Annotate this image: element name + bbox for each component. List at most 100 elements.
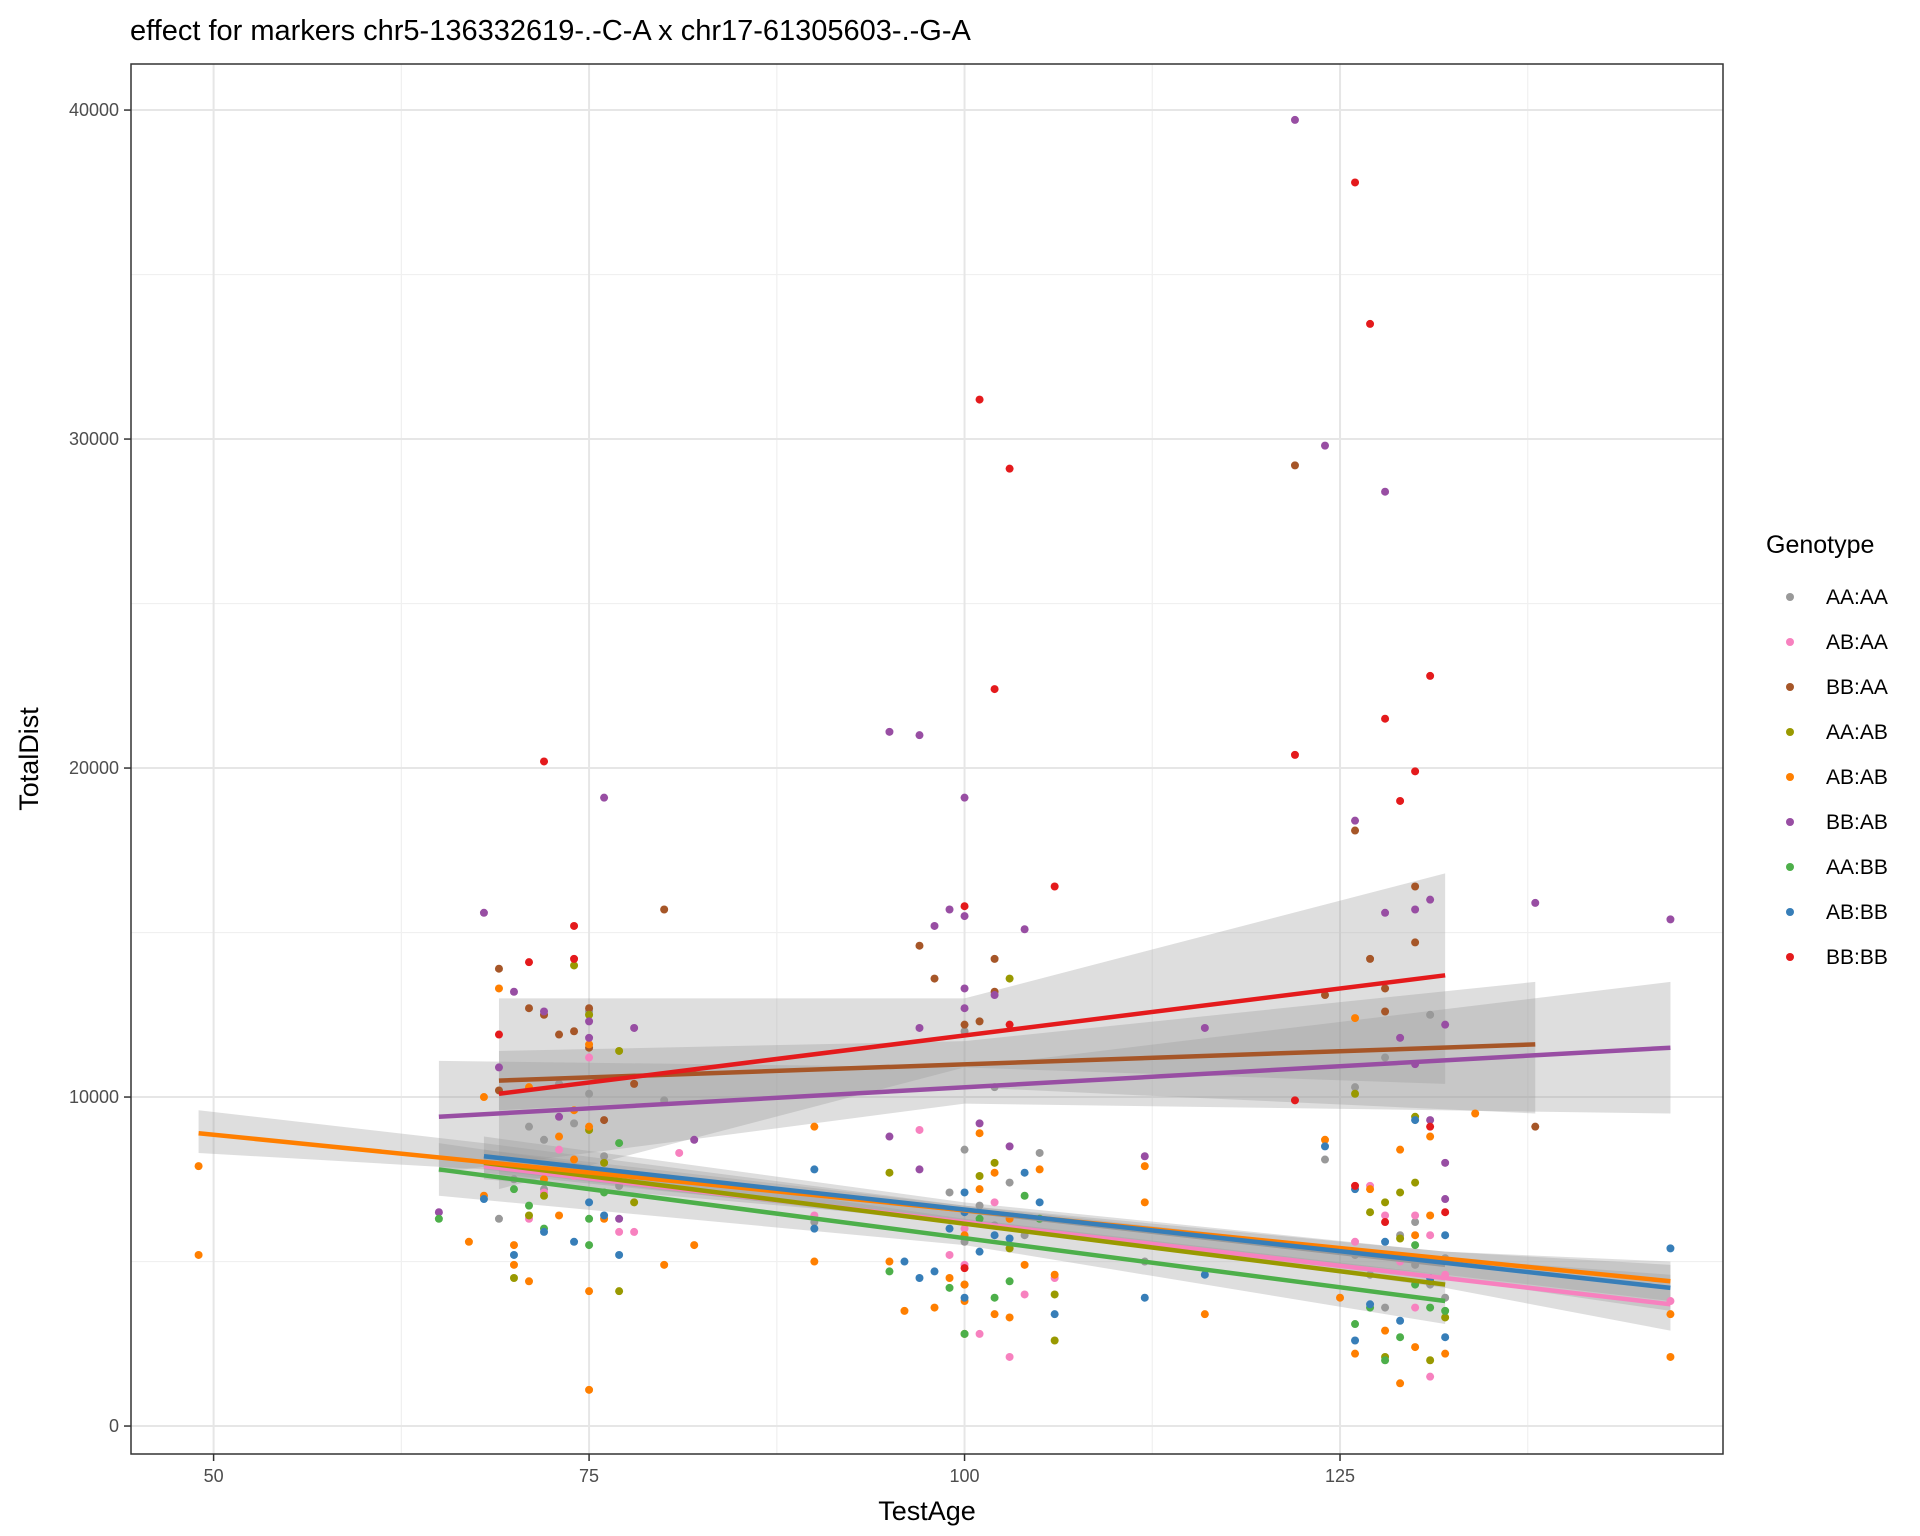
data-point — [585, 1017, 594, 1026]
confidence-band — [498, 981, 1536, 1114]
data-point — [945, 1188, 954, 1197]
data-point — [1351, 816, 1360, 825]
chart-title: effect for markers chr5-136332619-.-C-A … — [130, 15, 972, 47]
data-point — [990, 1293, 999, 1302]
data-point — [1366, 1185, 1375, 1194]
data-point — [585, 1198, 594, 1207]
data-point — [885, 1132, 894, 1141]
data-point — [540, 757, 549, 766]
legend-label: BB:AB — [1826, 811, 1888, 834]
data-point — [930, 921, 939, 930]
data-point — [479, 1195, 488, 1204]
data-point — [1411, 1116, 1420, 1125]
data-point — [810, 1122, 819, 1131]
data-point — [1426, 1372, 1435, 1381]
data-point — [1050, 1310, 1059, 1319]
data-point — [960, 1145, 969, 1154]
legend-key — [1786, 683, 1794, 691]
data-point — [975, 1172, 984, 1180]
data-point — [690, 1135, 699, 1144]
data-point — [1411, 1343, 1420, 1352]
data-point — [1426, 1132, 1435, 1141]
data-point — [975, 1119, 984, 1128]
data-point — [615, 1139, 624, 1148]
data-point — [1005, 1313, 1014, 1322]
data-point — [960, 902, 969, 911]
data-point — [615, 1227, 624, 1236]
data-point — [1441, 1333, 1450, 1342]
regression-line — [438, 1167, 1446, 1304]
data-point — [960, 793, 969, 802]
data-point — [960, 1188, 969, 1197]
data-point — [960, 1280, 969, 1289]
data-point — [1020, 1260, 1029, 1269]
data-point — [615, 1046, 624, 1055]
data-point — [1351, 1089, 1360, 1098]
data-point — [585, 1004, 594, 1013]
data-point — [945, 1283, 954, 1292]
data-point — [1381, 908, 1390, 917]
legend-label: AA:AA — [1826, 586, 1888, 609]
data-point — [1666, 1310, 1675, 1319]
data-point — [540, 1007, 549, 1016]
data-point — [975, 1329, 984, 1338]
data-point — [1351, 1349, 1360, 1358]
data-point — [990, 1231, 999, 1240]
data-point — [1411, 905, 1420, 914]
data-point — [900, 1257, 909, 1266]
data-point — [1396, 1316, 1405, 1325]
x-tick-label: 100 — [950, 1466, 980, 1486]
legend: Genotype AA:AA AB:AA BB:AA AA:AB AB:AB BB:AB A… — [1766, 531, 1888, 969]
data-point — [1381, 1303, 1390, 1312]
data-point — [1351, 1237, 1360, 1246]
data-point — [525, 1201, 533, 1210]
data-point — [525, 1004, 533, 1013]
data-point — [915, 1023, 924, 1032]
data-point — [570, 921, 579, 930]
data-point — [540, 1135, 549, 1144]
data-point — [1441, 1313, 1450, 1322]
data-point — [960, 984, 969, 993]
data-point — [1200, 1023, 1209, 1032]
data-point — [690, 1241, 699, 1250]
regression-line — [483, 1160, 1446, 1287]
data-point — [555, 1211, 564, 1220]
x-tick-label: 125 — [1325, 1466, 1355, 1486]
data-point — [525, 1211, 533, 1220]
data-point — [585, 1053, 594, 1062]
y-axis-title: TotalDist — [14, 707, 44, 811]
x-axis-title: TestAge — [878, 1496, 976, 1526]
data-point — [1366, 1208, 1375, 1217]
data-point — [464, 1237, 473, 1246]
data-point — [600, 793, 609, 802]
data-point — [600, 1152, 609, 1161]
legend-key — [1786, 728, 1794, 736]
data-point — [1381, 1211, 1390, 1220]
legend-key — [1786, 908, 1794, 916]
data-point — [930, 1267, 939, 1276]
data-point — [960, 1020, 969, 1029]
data-point — [1666, 1352, 1675, 1361]
data-point — [494, 1063, 503, 1072]
data-point — [1321, 1135, 1329, 1144]
data-point — [570, 1027, 579, 1036]
data-point — [1351, 1181, 1360, 1190]
data-point — [960, 1264, 969, 1273]
data-point — [615, 1250, 624, 1259]
data-point — [1531, 898, 1540, 907]
data-point — [1351, 1083, 1360, 1092]
data-point — [1366, 1300, 1375, 1309]
data-point — [1426, 1116, 1435, 1125]
data-point — [915, 731, 924, 740]
regression-line — [498, 1042, 1536, 1083]
legend-label: AB:AA — [1826, 631, 1888, 654]
data-point — [990, 991, 999, 1000]
data-point — [494, 1214, 503, 1223]
data-point — [1411, 1231, 1420, 1240]
legend-key — [1786, 818, 1794, 826]
data-point — [494, 984, 503, 993]
data-point — [1005, 1020, 1014, 1029]
data-point — [945, 1250, 954, 1259]
